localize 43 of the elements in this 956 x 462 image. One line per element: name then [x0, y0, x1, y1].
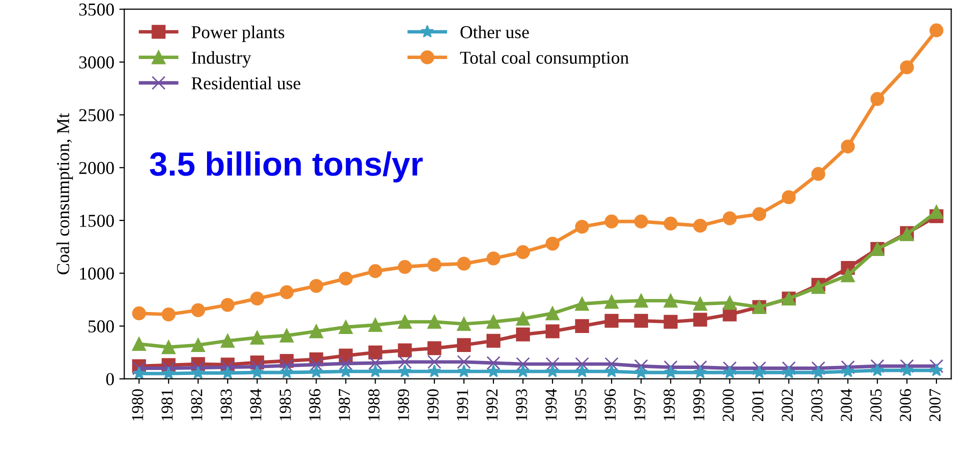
x-tick-label: 1995 [575, 389, 586, 420]
x-tick-label: 1982 [191, 389, 202, 420]
y-tick-label: 1500 [80, 214, 114, 227]
x-tick-label: 2002 [782, 389, 793, 422]
x-tick-label: 2006 [900, 389, 912, 422]
x-tick-label: 1987 [338, 389, 350, 420]
legend-label: Industry [192, 51, 252, 68]
x-tick-label: 1981 [162, 390, 173, 420]
y-tick-label: 0 [106, 373, 114, 386]
x-tick-label: 1991 [456, 390, 468, 420]
x-tick-label: 2007 [929, 389, 941, 422]
x-tick-label: 1980 [132, 389, 144, 420]
x-tick-label: 2003 [811, 389, 822, 422]
x-tick-label: 1988 [368, 389, 380, 420]
x-tick-label: 1994 [545, 388, 557, 420]
x-tick-label: 1989 [398, 389, 410, 420]
legend-label: Total coal consumption [460, 51, 629, 68]
x-tick-label: 1985 [280, 389, 291, 420]
y-axis-title: Coal consumption, Mt [56, 113, 73, 274]
x-tick-label: 2005 [870, 389, 882, 422]
y-tick-label: 500 [88, 320, 114, 332]
x-tick-label: 2000 [722, 389, 734, 422]
legend-label: Residential use [192, 76, 300, 90]
x-tick-label: 1986 [309, 389, 320, 420]
x-tick-label: 1997 [634, 389, 646, 420]
x-tick-label: 1993 [516, 389, 528, 420]
y-tick-label: 3000 [79, 56, 114, 68]
y-tick-label: 2000 [79, 162, 114, 174]
x-tick-label: 1992 [486, 389, 498, 420]
x-tick-label: 2001 [752, 390, 764, 422]
x-tick-label: 1984 [250, 388, 262, 420]
x-tick-label: 1998 [664, 389, 675, 420]
y-tick-label: 3500 [79, 3, 114, 16]
y-tick-label: 1000 [80, 267, 114, 280]
x-tick-label: 2004 [840, 388, 852, 422]
x-tick-label: 1996 [604, 389, 616, 420]
x-tick-label: 1999 [693, 389, 704, 420]
y-tick-label: 2500 [79, 109, 114, 122]
legend-label: Power plants [192, 26, 284, 42]
x-tick-label: 1990 [427, 389, 439, 420]
legend-label: Other use [460, 26, 529, 38]
annotation: 3.5 billion tons/yr [150, 151, 423, 182]
x-tick-label: 1983 [220, 389, 232, 420]
